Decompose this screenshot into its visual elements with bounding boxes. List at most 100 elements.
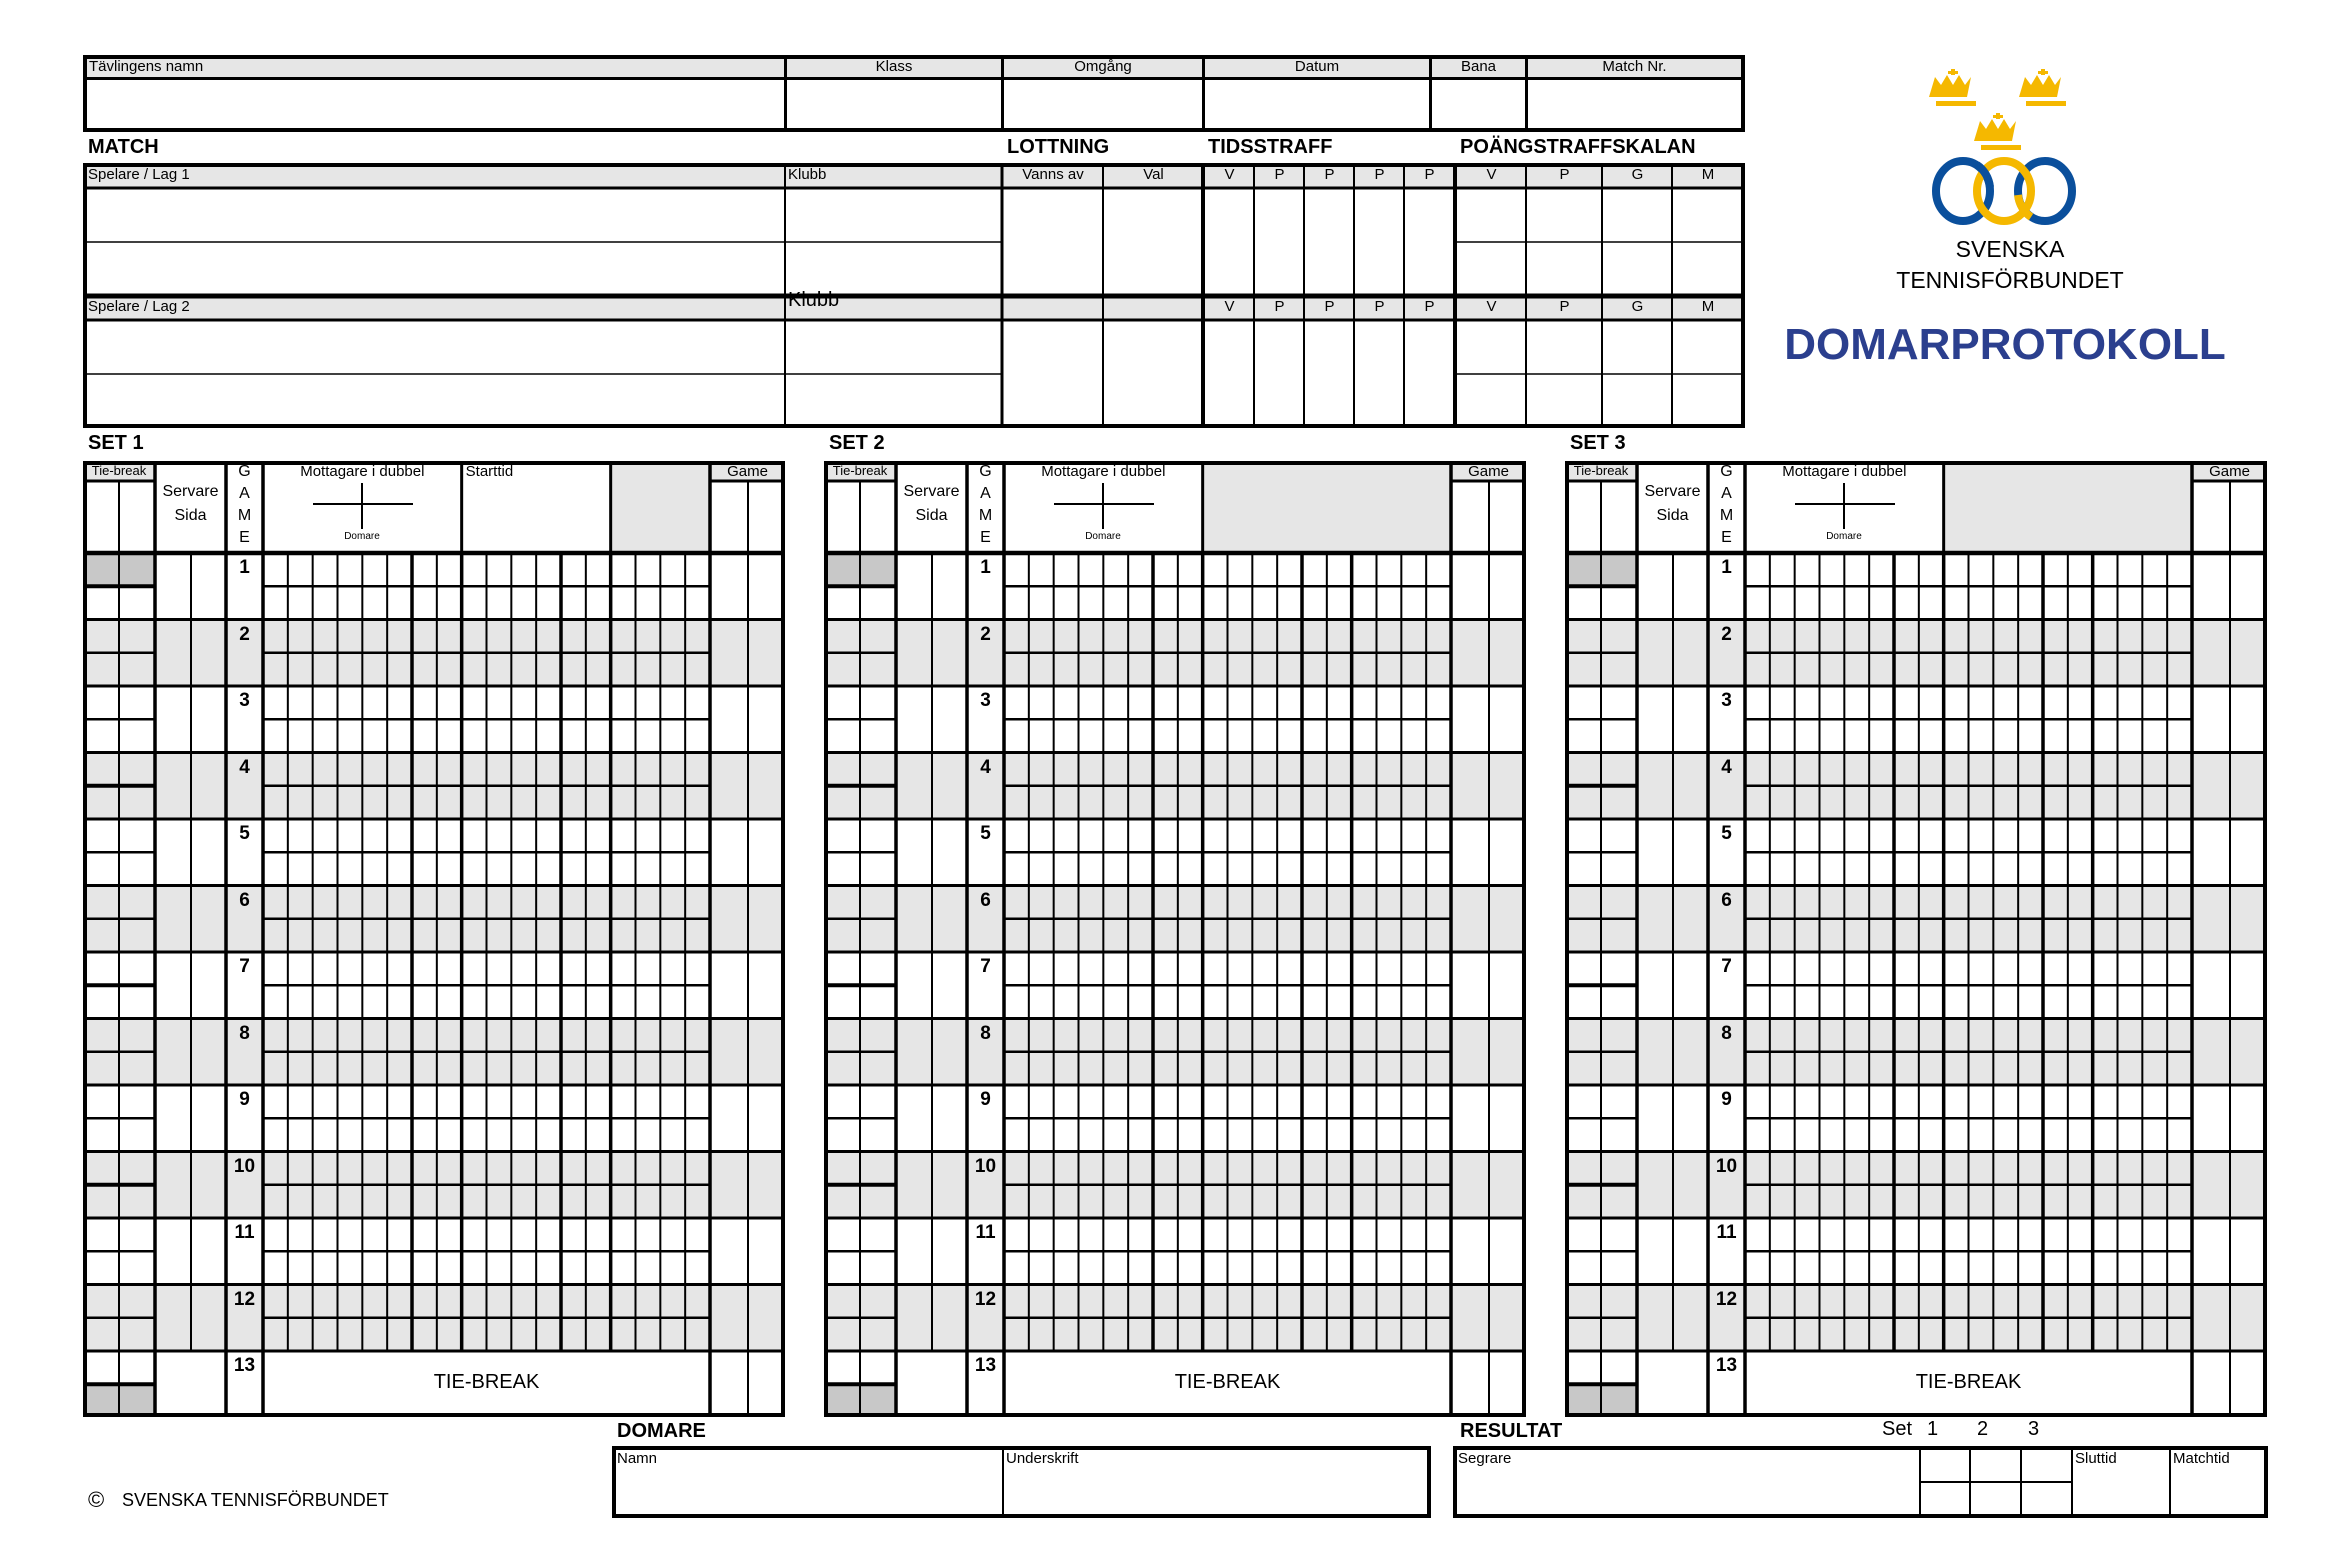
game-number: 9: [239, 1089, 250, 1110]
player1-name-field-b[interactable]: [88, 244, 783, 294]
winner-field[interactable]: [1457, 1468, 1917, 1514]
side-label: Sida: [915, 507, 948, 524]
competition-name-label: Tävlingens namn: [89, 58, 204, 75]
club2-field-b[interactable]: [787, 376, 1000, 426]
game-number: 7: [980, 956, 991, 977]
set2-score-field[interactable]: [1971, 1450, 2020, 1514]
point-penalty-label: P: [1559, 298, 1570, 315]
match-number-label: Match Nr.: [1602, 58, 1667, 75]
lottning-section-title: LOTTNING: [1007, 136, 1110, 158]
club1-field-a[interactable]: [787, 190, 1000, 240]
set1-score-field[interactable]: [1921, 1450, 1969, 1514]
match-time-field[interactable]: [2171, 1468, 2264, 1514]
result-table: [1453, 1446, 2268, 1518]
game-number: 13: [974, 1355, 997, 1376]
game-number: 7: [239, 956, 250, 977]
doubles-receiver-label: Mottagare i dubbel: [300, 463, 425, 480]
logo-text-line1: SVENSKA: [1955, 236, 2065, 262]
game-letter: E: [239, 529, 250, 546]
game-number: 11: [1716, 1222, 1737, 1243]
crown-icon: [1929, 69, 1976, 106]
time-penalty-label: P: [1374, 298, 1385, 315]
tiebreak-row-label: TIE-BREAK: [433, 1371, 540, 1393]
umpire-position-label: Domare: [344, 531, 380, 542]
game-number: 9: [980, 1089, 991, 1110]
umpire-name-field[interactable]: [616, 1468, 1001, 1514]
game-number: 11: [975, 1222, 996, 1243]
umpire-signature-field[interactable]: [1005, 1468, 1427, 1514]
set3-score-field[interactable]: [2022, 1450, 2071, 1514]
round-label: Omgång: [1074, 58, 1132, 75]
game-number: 1: [239, 557, 250, 578]
game-letter: A: [239, 485, 250, 502]
end-time-field[interactable]: [2073, 1468, 2169, 1514]
game-letter: M: [978, 507, 993, 524]
umpire-position-label: Domare: [1826, 531, 1862, 542]
game-number: 13: [233, 1355, 256, 1376]
tiebreak-label: Tie-break: [832, 463, 888, 478]
divider: [2169, 1450, 2171, 1514]
club1-field-b[interactable]: [787, 244, 1000, 294]
result-section-title: RESULTAT: [1460, 1420, 1563, 1442]
ring-icon: [1932, 157, 1994, 225]
point-penalty-label: G: [1631, 166, 1644, 183]
competition-info-table: [83, 55, 1745, 132]
time-penalty-label: P: [1324, 166, 1335, 183]
time-penalty-label: V: [1224, 166, 1235, 183]
game-number: 13: [1715, 1355, 1738, 1376]
time-penalty-label: P: [1374, 166, 1385, 183]
player2-name-field-a[interactable]: [88, 322, 783, 372]
doubles-receiver-label: Mottagare i dubbel: [1041, 463, 1166, 480]
player1-name-field-a[interactable]: [88, 190, 783, 240]
point-penalty-label: G: [1631, 298, 1644, 315]
tidsstraff-section-title: TIDSSTRAFF: [1208, 136, 1333, 158]
game-number: 8: [239, 1022, 250, 1044]
point-penalty-label: M: [1701, 298, 1715, 315]
game-letter: E: [1721, 529, 1732, 546]
divider: [1001, 59, 1004, 128]
tiebreak-header-shade: [83, 461, 155, 481]
tiebreak-header-shade: [1565, 461, 1637, 481]
game-header-shade: [1451, 461, 1526, 481]
club1-label: Klubb: [788, 166, 827, 183]
time-penalty-label: P: [1274, 166, 1285, 183]
set-number-label: 1: [1927, 1418, 1939, 1440]
game-score-label: Game: [727, 463, 768, 480]
ring-icon: [2014, 157, 2076, 225]
game-letter: G: [1720, 463, 1733, 480]
divider: [1525, 59, 1528, 128]
game-number: 1: [1721, 557, 1732, 578]
game-number: 12: [233, 1288, 256, 1310]
set3-title: SET 3: [1570, 432, 1626, 454]
end-time-label: Sluttid: [2075, 1450, 2117, 1467]
game-score-label: Game: [1468, 463, 1509, 480]
umpire-name-label: Namn: [617, 1450, 658, 1467]
set2-title: SET 2: [829, 432, 885, 454]
game-number: 1: [980, 557, 991, 578]
server-label: Servare: [903, 483, 960, 500]
set1-title: SET 1: [88, 432, 144, 454]
umpire-signature-label: Underskrift: [1006, 1450, 1079, 1467]
game-number: 12: [974, 1288, 997, 1310]
game-number: 5: [239, 823, 250, 844]
divider: [784, 59, 787, 128]
player2-name-field-b[interactable]: [88, 376, 783, 426]
divider: [87, 77, 1741, 80]
club2-field-a[interactable]: [787, 322, 1000, 372]
tiebreak-label: Tie-break: [91, 463, 147, 478]
game-number: 2: [239, 623, 250, 645]
game-number: 4: [239, 756, 250, 778]
tiebreak-header-shade: [824, 461, 896, 481]
federation-logo: [1929, 69, 2076, 225]
game-number: 11: [234, 1222, 255, 1243]
match-section-title: MATCH: [88, 136, 159, 158]
game-number: 3: [980, 690, 991, 711]
game-letter: M: [1719, 507, 1734, 524]
match-table-grid: [83, 163, 1745, 428]
tiebreak-row-label: TIE-BREAK: [1174, 1371, 1281, 1393]
header-shade-block: [1202, 461, 1451, 553]
player2-label: Spelare / Lag 2: [88, 298, 190, 315]
game-number: 6: [239, 889, 250, 911]
ring-overlap: [1974, 161, 1994, 188]
player1-label: Spelare / Lag 1: [88, 166, 190, 183]
